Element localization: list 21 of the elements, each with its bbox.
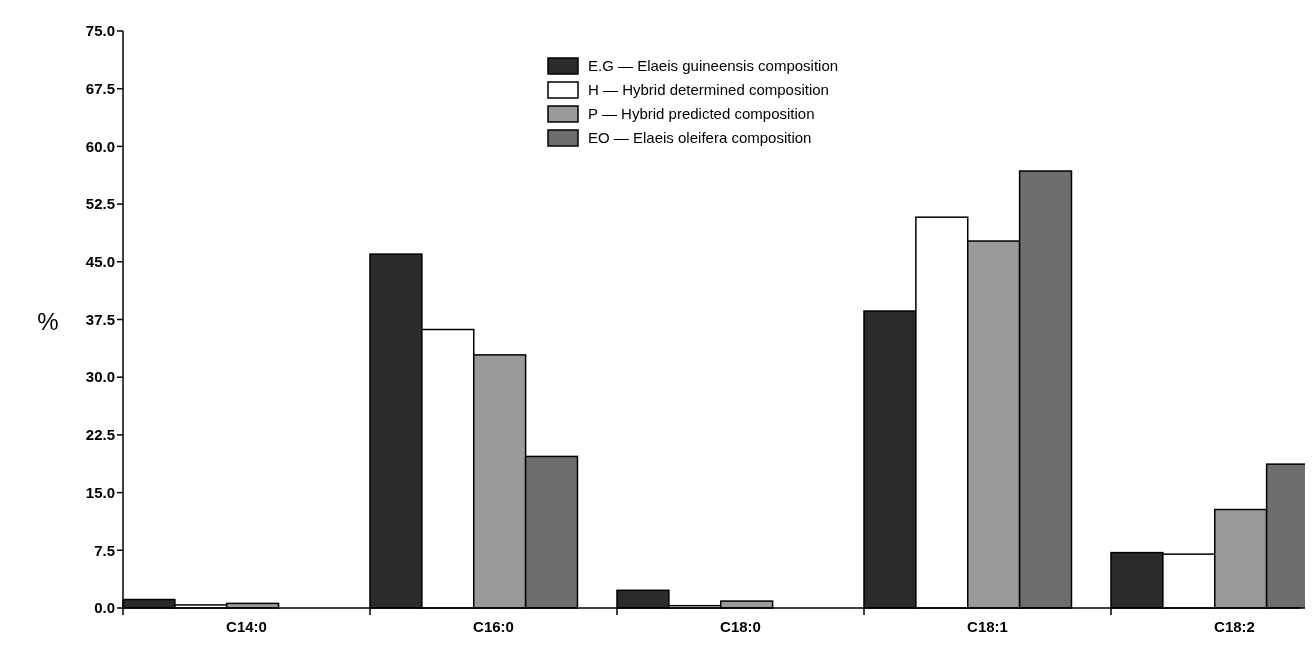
y-tick-label: 15.0: [85, 483, 115, 501]
y-tick-label: 67.5: [85, 79, 115, 97]
y-tick-label: 22.5: [85, 426, 115, 444]
legend-label: P — Hybrid predicted composition: [588, 105, 815, 123]
y-axis-title: %: [37, 307, 59, 335]
y-tick-label: 7.5: [94, 541, 115, 559]
legend-label: EO — Elaeis oleifera composition: [588, 129, 812, 147]
x-tick-label: C14:0: [226, 618, 267, 635]
y-tick-label: 45.0: [85, 253, 115, 271]
x-tick-label: C18:0: [720, 618, 761, 635]
legend-label: E.G — Elaeis guineensis composition: [588, 57, 839, 75]
y-tick-label: 52.5: [85, 195, 115, 213]
y-tick-label: 0.0: [94, 599, 115, 617]
x-tick-label: C18:2: [1214, 618, 1255, 635]
y-tick-label: 37.5: [85, 310, 115, 328]
x-tick-label: C18:1: [967, 618, 1008, 635]
y-tick-label: 60.0: [85, 137, 115, 155]
y-tick-label: 30.0: [85, 368, 115, 386]
x-tick-label: C16:0: [473, 618, 514, 635]
legend-label: H — Hybrid determined composition: [588, 81, 829, 99]
y-tick-label: 75.0: [85, 22, 115, 40]
